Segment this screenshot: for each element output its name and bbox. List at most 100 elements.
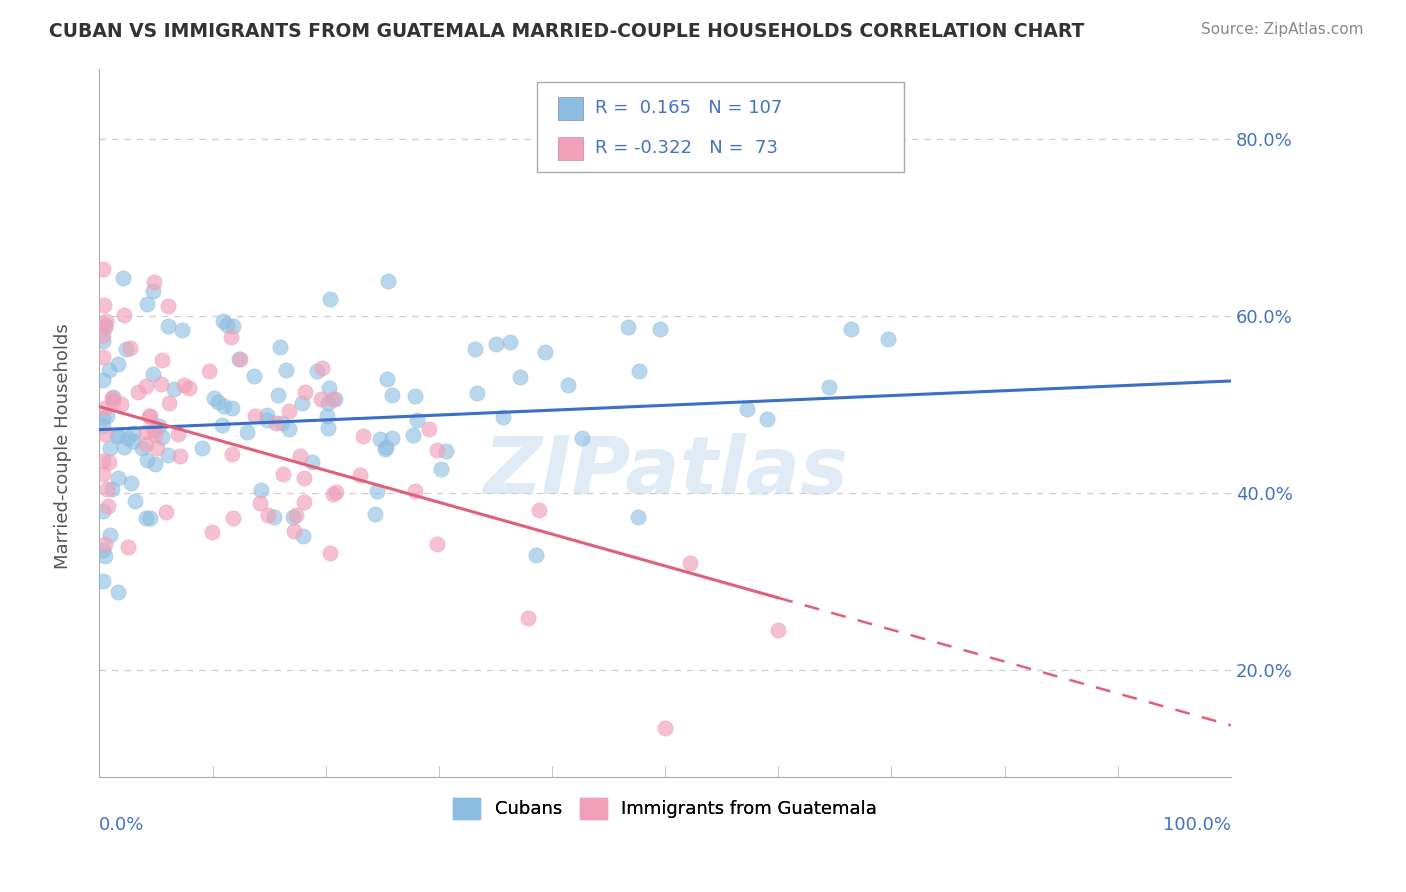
Point bbox=[309, 392, 332, 406]
Point bbox=[257, 508, 280, 523]
Point bbox=[91, 334, 114, 348]
Point bbox=[148, 419, 170, 434]
Point bbox=[349, 468, 371, 483]
Point bbox=[107, 357, 129, 371]
Point bbox=[202, 391, 225, 405]
Point bbox=[426, 443, 449, 458]
Point bbox=[221, 447, 243, 461]
Point bbox=[131, 441, 153, 455]
Point bbox=[316, 395, 339, 409]
Point bbox=[93, 427, 115, 442]
Point bbox=[120, 341, 142, 355]
Point bbox=[307, 364, 329, 378]
Point bbox=[157, 396, 180, 410]
Point bbox=[285, 508, 308, 523]
Point bbox=[94, 537, 117, 551]
Point bbox=[301, 455, 323, 469]
Point bbox=[143, 427, 166, 442]
Point bbox=[124, 494, 146, 508]
Point bbox=[627, 510, 650, 524]
Point bbox=[737, 402, 759, 417]
Point bbox=[492, 410, 515, 425]
Point bbox=[405, 412, 427, 426]
Point bbox=[818, 380, 841, 394]
Point bbox=[142, 423, 165, 437]
Point bbox=[91, 504, 114, 518]
Point bbox=[368, 432, 391, 446]
Point bbox=[291, 395, 314, 409]
Text: R =  0.165   N = 107: R = 0.165 N = 107 bbox=[595, 100, 782, 118]
Point bbox=[100, 392, 122, 406]
Point bbox=[316, 409, 339, 423]
Point bbox=[418, 422, 440, 436]
Point bbox=[269, 340, 291, 354]
Point bbox=[156, 319, 179, 334]
Point bbox=[278, 403, 301, 417]
Point bbox=[465, 385, 488, 400]
Point bbox=[228, 352, 250, 367]
Point bbox=[404, 484, 426, 499]
Point bbox=[322, 392, 344, 406]
Point bbox=[839, 322, 862, 336]
Text: CUBAN VS IMMIGRANTS FROM GUATEMALA MARRIED-COUPLE HOUSEHOLDS CORRELATION CHART: CUBAN VS IMMIGRANTS FROM GUATEMALA MARRI… bbox=[49, 22, 1084, 41]
Point bbox=[679, 556, 702, 570]
Point bbox=[278, 422, 301, 436]
Point bbox=[294, 384, 316, 399]
Point bbox=[98, 455, 121, 469]
Point bbox=[430, 462, 453, 476]
Point bbox=[263, 510, 285, 524]
Point bbox=[215, 318, 238, 333]
Point bbox=[517, 611, 540, 625]
Point bbox=[557, 378, 579, 392]
Point bbox=[111, 270, 134, 285]
Point bbox=[112, 440, 135, 454]
Point bbox=[101, 393, 124, 408]
Point bbox=[98, 442, 121, 456]
Point bbox=[534, 345, 557, 359]
Point bbox=[169, 449, 191, 463]
Point bbox=[112, 308, 135, 322]
Point bbox=[127, 384, 149, 399]
Point bbox=[142, 285, 165, 299]
Point bbox=[91, 373, 114, 387]
Point bbox=[292, 471, 315, 485]
Point bbox=[107, 471, 129, 485]
Point bbox=[172, 323, 194, 337]
Point bbox=[91, 453, 114, 467]
Point bbox=[91, 467, 114, 482]
Point bbox=[120, 476, 142, 491]
Point bbox=[527, 503, 550, 517]
Point bbox=[380, 431, 402, 445]
Point bbox=[319, 546, 342, 560]
Point bbox=[250, 483, 273, 498]
Point bbox=[94, 314, 117, 328]
Point bbox=[264, 416, 287, 430]
Text: Source: ZipAtlas.com: Source: ZipAtlas.com bbox=[1201, 22, 1364, 37]
Point bbox=[91, 328, 114, 343]
Point bbox=[876, 332, 898, 346]
Point bbox=[485, 337, 508, 351]
Point bbox=[91, 262, 114, 277]
Point bbox=[156, 449, 179, 463]
Point bbox=[96, 483, 118, 497]
Point bbox=[283, 524, 305, 539]
Point bbox=[143, 458, 166, 472]
Point bbox=[375, 372, 398, 386]
Point bbox=[91, 574, 114, 588]
Point bbox=[464, 342, 486, 356]
Point bbox=[627, 364, 650, 378]
Legend: Cubans, Immigrants from Guatemala: Cubans, Immigrants from Guatemala bbox=[444, 789, 886, 828]
Point bbox=[243, 369, 266, 384]
Point bbox=[138, 409, 160, 423]
Point bbox=[228, 351, 250, 366]
Point bbox=[142, 368, 165, 382]
Point bbox=[93, 549, 115, 564]
Point bbox=[143, 275, 166, 289]
Point bbox=[212, 399, 235, 413]
Point bbox=[283, 510, 305, 524]
Point bbox=[509, 370, 531, 384]
Point bbox=[755, 412, 778, 426]
Point bbox=[150, 353, 173, 368]
Point bbox=[94, 401, 117, 415]
Point bbox=[121, 426, 143, 441]
